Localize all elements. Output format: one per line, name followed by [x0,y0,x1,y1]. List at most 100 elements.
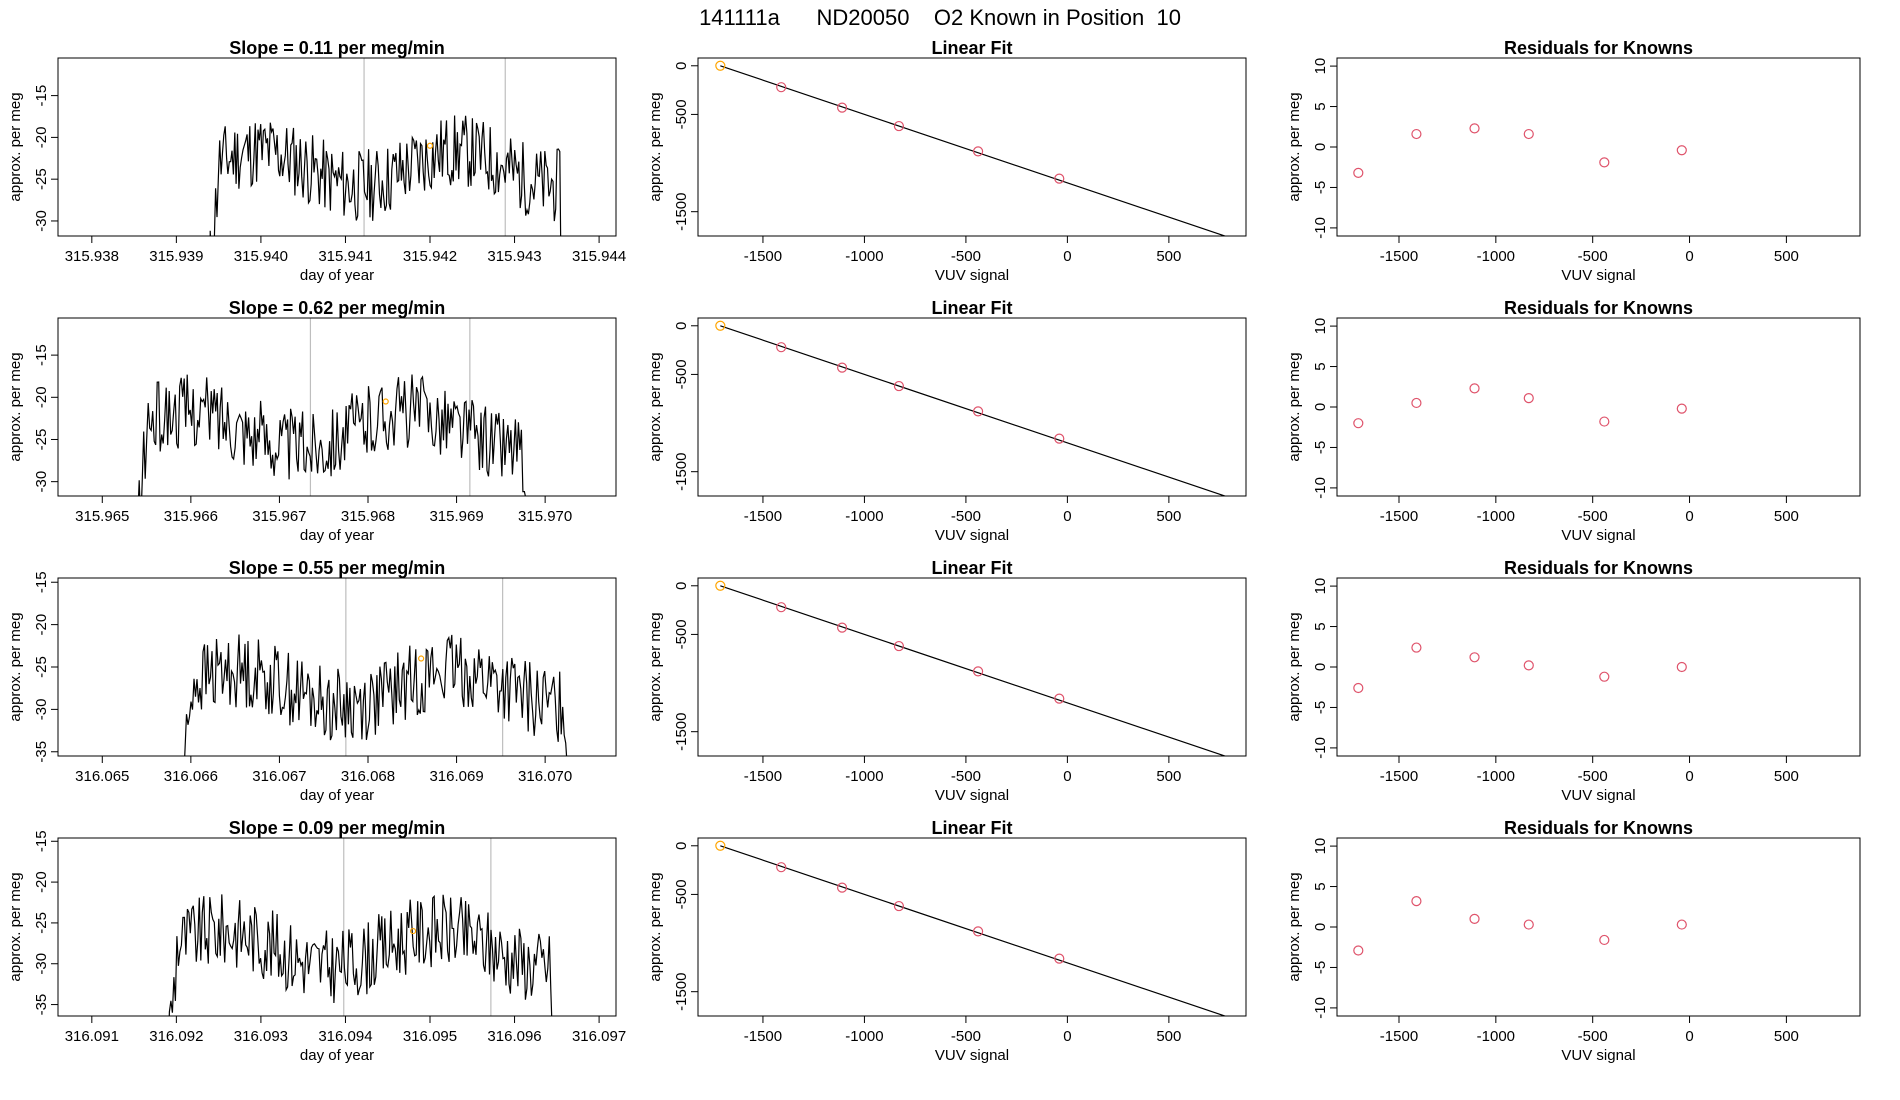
x-axis-label: VUV signal [935,267,1009,284]
plot-frame [57,317,617,497]
signal-trace [137,374,526,496]
fit-point [776,342,787,353]
x-axis-label: VUV signal [935,527,1009,544]
x-tick-label: 316.091 [65,1028,119,1045]
residual-point [1411,642,1422,653]
plot-area [715,60,1227,236]
y-tick-label: -15 [33,571,50,593]
panel-1-2: Residuals for Knowns -1500 -1000 -500 0 500 -1… [1286,298,1861,544]
x-tick-label: 0 [1685,508,1693,525]
x-tick-label: -1000 [845,248,883,265]
x-tick-label: 316.094 [318,1028,372,1045]
residual-point [1411,896,1422,907]
residual-point [1469,652,1480,663]
plot-area [184,578,568,756]
y-tick-label: -15 [33,830,50,852]
plot-frame [1336,577,1861,757]
panel-0-2: Residuals for Knowns -1500 -1000 -500 0 500 -1… [1286,38,1861,284]
x-tick-label: -500 [951,508,981,525]
panel-title: Residuals for Knowns [1504,298,1693,318]
fit-point [715,840,726,851]
panel-title: Slope = 0.55 per meg/min [229,558,446,578]
x-axis-label: VUV signal [1561,1047,1635,1064]
plot-area [1353,383,1687,429]
signal-trace [184,634,568,756]
residual-point [1676,403,1687,414]
x-tick-label: -1500 [1380,768,1418,785]
x-axis-label: VUV signal [1561,787,1635,804]
fit-point [715,60,726,71]
y-axis-label: approx. per meg [647,612,664,721]
plot-area [209,58,562,236]
plot-frame [57,577,617,757]
mean-marker [426,142,434,149]
y-tick-label: -25 [33,912,50,934]
fit-point [972,666,984,677]
x-tick-label: 316.096 [487,1028,541,1045]
y-tick-label: -5 [1312,181,1329,194]
y-tick-label: 5 [1312,102,1329,110]
x-tick-label: 500 [1156,1028,1181,1045]
x-tick-label: 0 [1063,248,1071,265]
x-tick-label: 316.066 [164,768,218,785]
y-tick-label: 5 [1312,882,1329,890]
x-tick-label: 500 [1156,248,1181,265]
x-tick-label: 500 [1774,768,1799,785]
x-tick-label: 316.065 [75,768,129,785]
y-tick-label: 10 [1312,318,1329,335]
panel-1-1: Linear Fit -1500 -1000 -500 0 500 -1500 -500 0 VU… [647,298,1247,544]
x-tick-label: -1000 [845,1028,883,1045]
residual-point [1353,167,1364,178]
residual-point [1676,661,1687,673]
residual-point [1469,913,1480,925]
y-tick-label: -30 [33,210,50,232]
x-tick-label: 316.067 [252,768,306,785]
x-tick-label: 316.092 [149,1028,203,1045]
residual-point [1353,682,1364,694]
panel-2-0: Slope = 0.55 per meg/min 316.065 316.066 31… [7,558,617,804]
x-tick-label: -500 [1578,508,1608,525]
panel-title: Slope = 0.62 per meg/min [229,298,446,318]
y-tick-label: 5 [1312,362,1329,370]
x-tick-label: 0 [1063,768,1071,785]
x-tick-label: -1500 [1380,508,1418,525]
y-tick-label: 10 [1312,58,1329,75]
x-axis-label: VUV signal [935,787,1009,804]
x-tick-label: 315.969 [429,508,483,525]
signal-trace [209,115,562,236]
y-tick-label: 0 [1312,663,1329,671]
residual-point [1523,393,1534,404]
fit-point [776,602,787,613]
x-tick-label: 315.968 [341,508,395,525]
x-tick-label: 315.940 [234,248,288,265]
fit-point [893,380,905,392]
residual-point [1353,945,1364,956]
y-axis-label: approx. per meg [7,92,24,201]
fit-point [776,862,787,873]
x-tick-label: 0 [1685,248,1693,265]
y-tick-label: 5 [1312,622,1329,630]
y-tick-label: -10 [1312,997,1329,1019]
panel-0-1: Linear Fit -1500 -1000 -500 0 500 -1500 -500 0 VU… [647,38,1247,284]
y-tick-label: 0 [1312,143,1329,151]
fit-point [1054,173,1065,184]
y-axis-label: approx. per meg [7,612,24,721]
y-tick-label: -35 [33,741,50,763]
fit-point [837,882,848,893]
x-tick-label: 315.943 [487,248,541,265]
y-tick-label: 0 [673,322,690,330]
y-tick-label: 10 [1312,838,1329,855]
y-tick-label: -25 [33,429,50,451]
x-tick-label: -1000 [845,768,883,785]
residual-point [1676,919,1687,930]
panel-3-2: Residuals for Knowns -1500 -1000 -500 0 500 -1… [1286,818,1861,1064]
x-tick-label: 500 [1774,1028,1799,1045]
fit-point [776,82,787,93]
residual-point [1599,157,1610,168]
y-tick-label: -1500 [673,712,690,750]
x-tick-label: -1500 [744,508,782,525]
y-tick-label: -20 [33,127,50,149]
y-tick-label: -5 [1312,961,1329,974]
x-tick-label: 0 [1063,1028,1071,1045]
fit-point [972,146,984,157]
